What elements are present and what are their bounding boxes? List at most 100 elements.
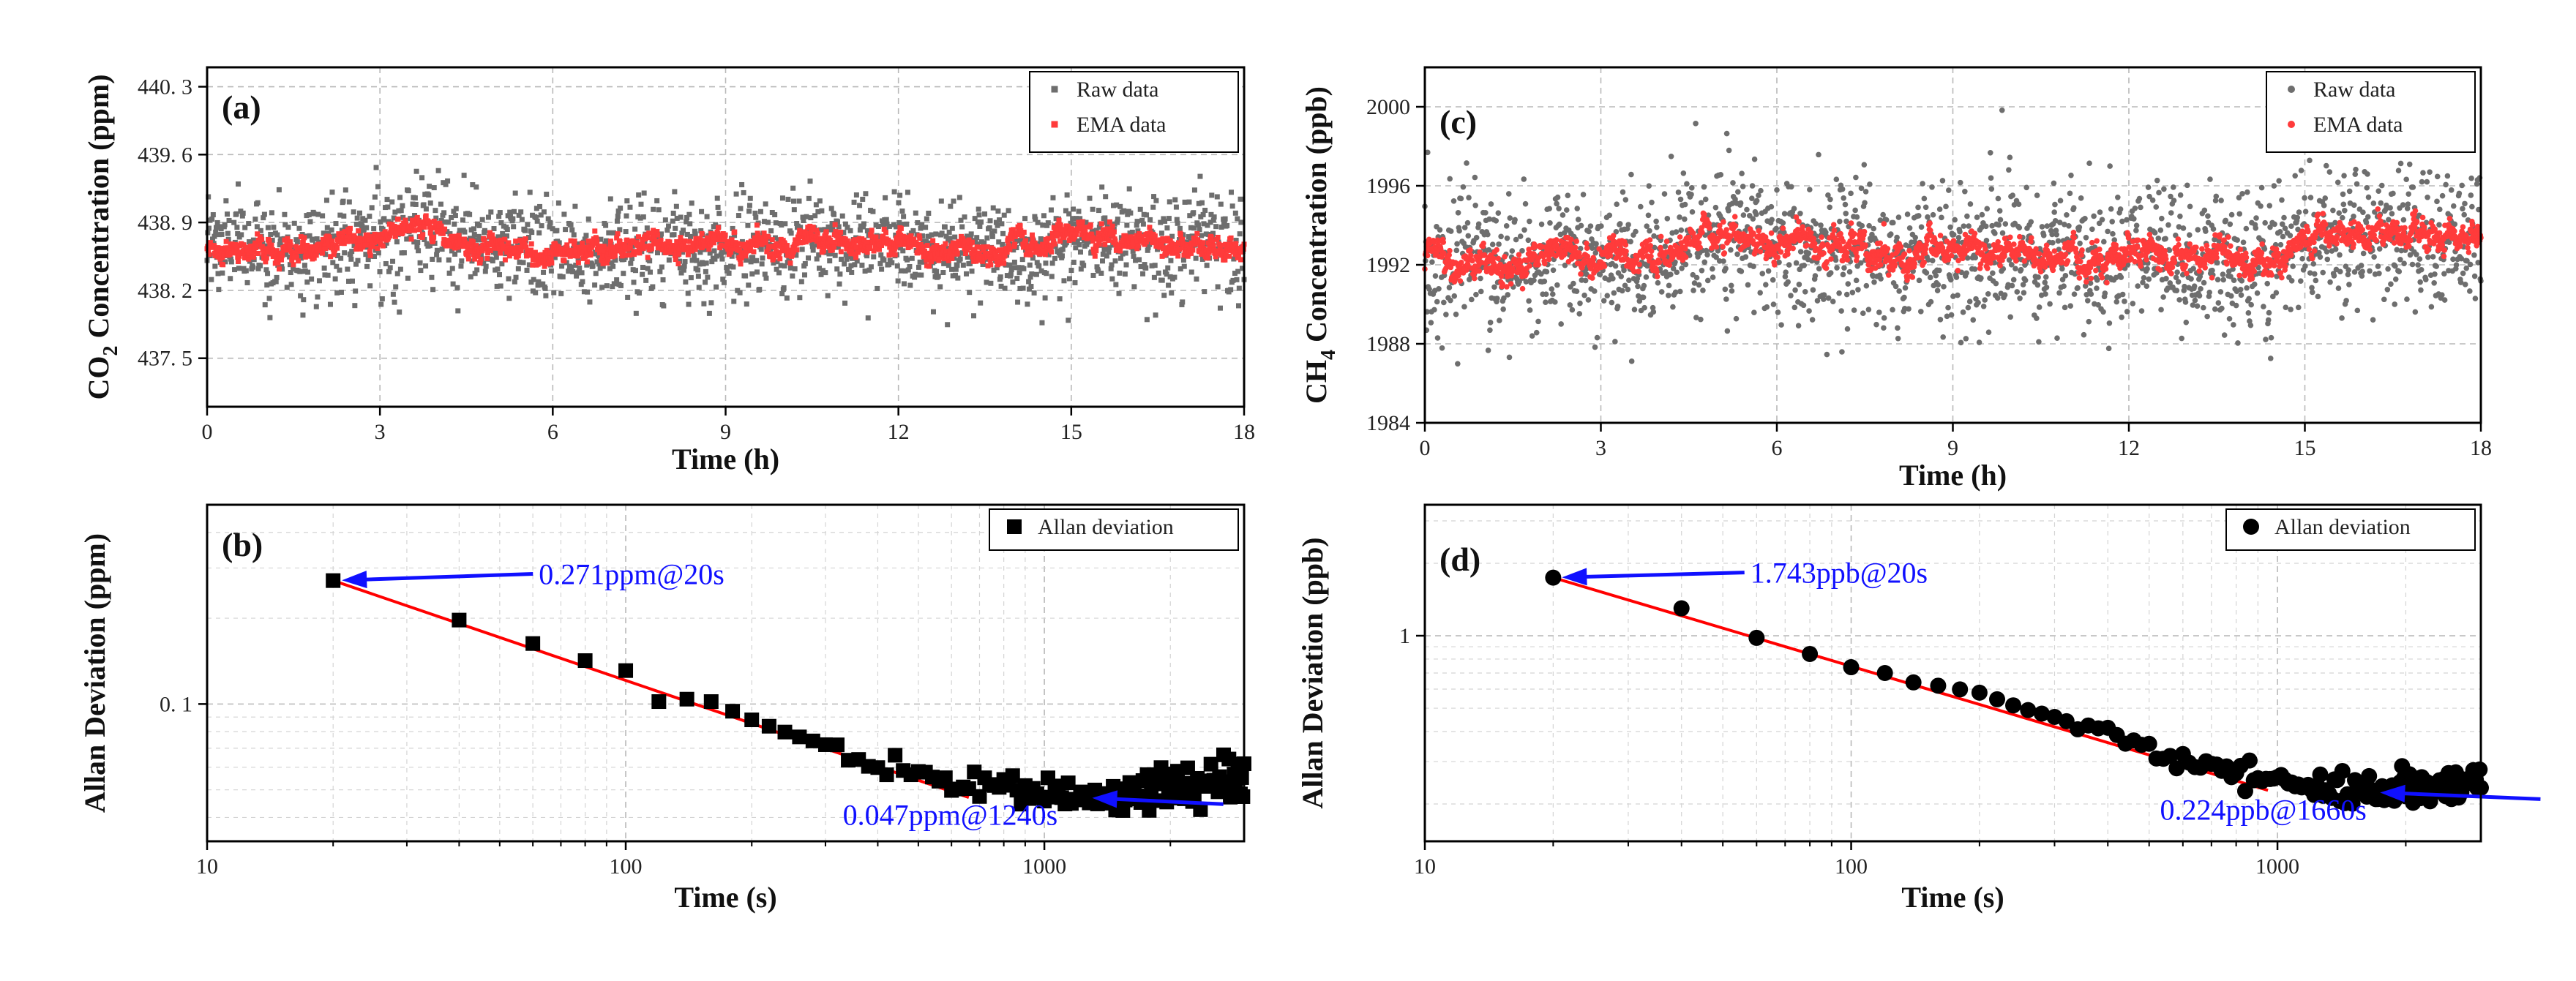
raw-data-point — [1113, 282, 1119, 287]
ema-data-point — [246, 256, 252, 262]
raw-data-point — [1015, 299, 1021, 305]
raw-data-point — [364, 263, 370, 269]
ema-data-point — [1180, 241, 1186, 247]
raw-data-point — [964, 233, 970, 239]
raw-data-point — [1666, 282, 1672, 289]
raw-data-point — [544, 192, 550, 198]
raw-data-point — [1735, 189, 1741, 195]
ema-data-point — [603, 248, 609, 254]
raw-data-point — [1593, 241, 1599, 247]
raw-data-point — [1049, 260, 1055, 266]
raw-data-point — [779, 222, 785, 228]
raw-data-point — [1881, 325, 1887, 331]
raw-data-point — [1845, 281, 1852, 287]
raw-data-point — [273, 279, 279, 285]
ema-data-point — [334, 245, 340, 251]
raw-data-point — [987, 218, 993, 224]
ema-data-point — [568, 238, 574, 244]
ema-data-point — [1112, 238, 1118, 244]
raw-data-point — [330, 260, 336, 266]
ema-data-point — [248, 244, 254, 249]
raw-data-point — [638, 201, 644, 207]
ema-data-point — [498, 237, 503, 243]
ema-data-point — [970, 254, 976, 260]
raw-data-point — [871, 254, 877, 260]
ema-data-point — [1233, 241, 1239, 247]
raw-data-point — [1238, 196, 1243, 202]
ema-data-point — [1194, 230, 1200, 236]
raw-data-point — [1096, 268, 1101, 274]
raw-data-point — [1050, 195, 1056, 200]
raw-data-point — [967, 290, 973, 296]
raw-data-point — [1503, 223, 1510, 229]
ema-data-point — [729, 237, 735, 243]
ema-data-point — [681, 241, 686, 247]
ema-data-point — [995, 253, 1000, 259]
ema-data-point — [950, 240, 956, 246]
raw-data-point — [1626, 277, 1632, 284]
raw-data-point — [375, 250, 381, 256]
raw-data-point — [1098, 270, 1104, 276]
raw-data-point — [907, 263, 913, 269]
ema-data-point — [1049, 230, 1055, 236]
raw-data-point — [1733, 315, 1740, 322]
raw-data-point — [632, 226, 638, 232]
raw-data-point — [1234, 277, 1240, 282]
raw-data-point — [216, 287, 222, 293]
raw-data-point — [338, 290, 344, 296]
raw-data-point — [1890, 219, 1896, 226]
raw-data-point — [720, 277, 726, 282]
ema-data-point — [672, 252, 678, 258]
ema-data-point — [969, 250, 975, 256]
ema-data-point — [236, 259, 242, 265]
raw-data-point — [1018, 238, 1024, 244]
y-axis-label: CO2 Concentration (ppm) — [82, 74, 122, 399]
raw-data-point — [835, 244, 841, 250]
legend-label: Allan deviation — [1038, 515, 1174, 539]
raw-data-point — [762, 271, 768, 277]
raw-data-point — [1509, 248, 1516, 254]
raw-data-point — [912, 271, 918, 277]
raw-data-point — [1641, 282, 1647, 289]
raw-data-point — [1839, 349, 1845, 355]
raw-data-point — [1066, 276, 1072, 282]
raw-data-point — [790, 273, 795, 279]
annotation-arrow-head — [1092, 790, 1118, 808]
raw-data-point — [1015, 265, 1021, 271]
raw-data-point — [748, 259, 754, 265]
raw-data-point — [614, 218, 620, 224]
raw-data-point — [1993, 280, 1999, 287]
raw-data-point — [995, 222, 1000, 228]
ema-data-point — [1010, 227, 1016, 233]
raw-data-point — [1150, 204, 1156, 210]
allan-point — [744, 713, 760, 728]
raw-data-point — [1934, 287, 1941, 294]
raw-data-point — [1208, 219, 1213, 225]
raw-data-point — [1633, 228, 1639, 235]
raw-data-point — [2002, 292, 2008, 298]
raw-data-point — [339, 228, 345, 233]
raw-data-point — [1980, 303, 1987, 309]
raw-data-point — [383, 240, 389, 246]
raw-data-point — [939, 230, 945, 236]
ema-data-point — [1134, 246, 1140, 252]
raw-data-point — [1918, 309, 1924, 315]
raw-data-point — [1118, 255, 1124, 261]
allan-point — [972, 789, 987, 804]
raw-data-point — [1802, 288, 1808, 295]
raw-data-point — [857, 203, 863, 208]
ema-data-point — [1042, 252, 1048, 258]
raw-data-point — [1466, 195, 1472, 201]
raw-data-point — [1785, 279, 1791, 285]
raw-data-point — [611, 281, 617, 287]
raw-data-point — [1965, 304, 1972, 311]
raw-data-point — [1522, 200, 1529, 207]
ema-data-point — [1110, 232, 1116, 238]
ema-data-point — [794, 247, 800, 253]
raw-data-point — [1848, 190, 1854, 197]
ema-data-point — [223, 238, 229, 244]
ema-data-point — [697, 236, 703, 241]
raw-data-point — [759, 261, 765, 267]
raw-data-point — [1431, 307, 1437, 313]
